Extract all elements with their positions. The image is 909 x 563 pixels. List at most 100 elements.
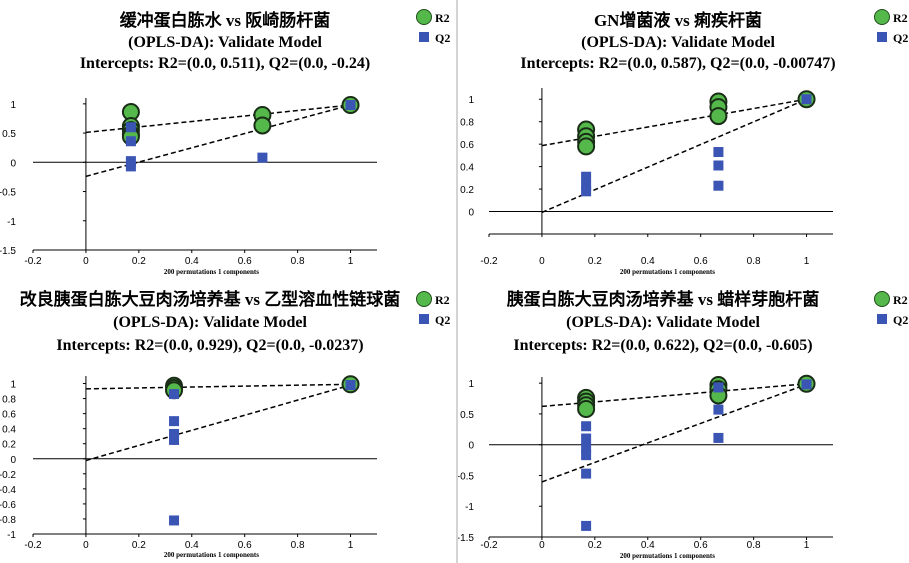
- y-tick-label: -1: [7, 530, 16, 541]
- q2-point: [713, 432, 724, 443]
- q2-point: [125, 122, 136, 133]
- x-tick-label: -0.2: [480, 540, 498, 551]
- legend-q2-label: Q2: [893, 313, 908, 327]
- chart-panel-2: GN增菌液 vs 痢疾杆菌 (OPLS-DA): Validate Model In…: [460, 9, 908, 276]
- q2-point: [257, 152, 268, 163]
- q2-point: [169, 434, 180, 445]
- q2-point: [581, 421, 592, 432]
- q2-point: [581, 468, 592, 479]
- x-tick-label: 0.2: [588, 540, 602, 551]
- intercepts-text: Intercepts: R2=(0.0, 0.622), Q2=(0.0, -0…: [513, 337, 812, 354]
- legend-q2-label: Q2: [435, 31, 450, 45]
- legend-q2-marker: [877, 314, 887, 324]
- q2-regression-line: [541, 383, 807, 483]
- q2-point: [169, 389, 180, 400]
- legend-r2-marker: [874, 291, 890, 307]
- y-tick-label: -0.5: [0, 188, 16, 199]
- y-tick-label: 0.2: [2, 440, 16, 451]
- panel-divider: [456, 0, 458, 563]
- y-tick-label: 1: [468, 379, 474, 390]
- q2-point: [801, 379, 812, 390]
- legend-r2-label: R2: [435, 11, 450, 25]
- x-axis-label: 200 permutations 1 components: [164, 551, 259, 559]
- q2-point: [581, 442, 592, 453]
- legend-r2-label: R2: [435, 293, 450, 307]
- x-tick-label: 0.4: [641, 256, 655, 267]
- y-tick-label: -1: [465, 502, 474, 513]
- chart-panel-3: 改良胰蛋白胨大豆肉汤培养基 vs 乙型溶血性链球菌 (OPLS-DA): Vali…: [0, 289, 450, 559]
- x-tick-label: 0.6: [238, 256, 252, 267]
- q2-point: [801, 94, 812, 105]
- x-tick-label: 1: [348, 256, 354, 267]
- chart-subtitle: (OPLS-DA): Validate Model: [113, 314, 307, 331]
- q2-point: [581, 180, 592, 191]
- y-tick-label: 1: [10, 380, 16, 391]
- intercepts-text: Intercepts: R2=(0.0, 0.929), Q2=(0.0, -0…: [56, 337, 363, 354]
- q2-point: [345, 100, 356, 111]
- chart-subtitle: (OPLS-DA): Validate Model: [581, 34, 775, 51]
- x-tick-label: -0.2: [480, 256, 498, 267]
- legend-r2-marker: [416, 291, 432, 307]
- x-tick-label: 1: [348, 540, 354, 551]
- y-tick-label: 0.5: [2, 129, 16, 140]
- intercepts-text: Intercepts: R2=(0.0, 0.511), Q2=(0.0, -0…: [80, 55, 370, 72]
- q2-point: [581, 171, 592, 182]
- legend-r2-label: R2: [893, 11, 908, 25]
- y-tick-label: -0.2: [0, 470, 16, 481]
- x-tick-label: -0.2: [24, 256, 42, 267]
- y-tick-label: 0: [10, 158, 16, 169]
- chart-title: 胰蛋白胨大豆肉汤培养基 vs 蜡样芽胞杆菌: [507, 289, 820, 309]
- chart-panel-4: 胰蛋白胨大豆肉汤培养基 vs 蜡样芽胞杆菌 (OPLS-DA): Validate…: [458, 289, 908, 560]
- legend-r2-label: R2: [893, 293, 908, 307]
- x-tick-label: 0.8: [747, 540, 761, 551]
- x-tick-label: 0.4: [185, 540, 199, 551]
- y-tick-label: 0.4: [2, 425, 16, 436]
- q2-point: [581, 433, 592, 444]
- x-tick-label: 0.4: [641, 540, 655, 551]
- x-axis-label: 200 permutations 1 components: [620, 552, 715, 560]
- y-tick-label: -0.4: [0, 485, 16, 496]
- r2-point: [577, 137, 596, 156]
- x-tick-label: 0.2: [588, 256, 602, 267]
- y-tick-label: 0.5: [460, 410, 474, 421]
- x-tick-label: 1: [804, 540, 810, 551]
- r2-regression-line: [85, 383, 351, 390]
- chart-panel-1: 缓冲蛋白胨水 vs 阪崎肠杆菌 (OPLS-DA): Validate Model…: [0, 9, 450, 276]
- q2-regression-line: [85, 384, 351, 462]
- q2-point: [581, 520, 592, 531]
- x-axis-label: 200 permutations 1 components: [620, 268, 715, 276]
- x-tick-label: 0.8: [747, 256, 761, 267]
- q2-point: [713, 147, 724, 158]
- r2-point: [577, 400, 596, 418]
- r2-point: [709, 107, 728, 126]
- x-tick-label: 0.2: [132, 256, 146, 267]
- legend-q2-marker: [877, 32, 887, 42]
- q2-point: [713, 404, 724, 415]
- x-tick-label: 0.6: [694, 256, 708, 267]
- y-tick-label: 1: [468, 95, 474, 106]
- y-tick-label: -1.5: [458, 533, 474, 544]
- y-tick-label: 0.8: [2, 395, 16, 406]
- q2-point: [345, 380, 356, 391]
- x-tick-label: 0.8: [291, 256, 305, 267]
- chart-subtitle: (OPLS-DA): Validate Model: [128, 34, 322, 51]
- legend-q2-marker: [419, 314, 429, 324]
- r2-point: [253, 116, 272, 135]
- q2-point: [169, 428, 180, 439]
- legend-q2-label: Q2: [893, 31, 908, 45]
- q2-point: [169, 416, 180, 427]
- legend-r2-marker: [416, 9, 432, 25]
- x-tick-label: 0: [539, 540, 545, 551]
- x-axis-label: 200 permutations 1 components: [164, 268, 259, 276]
- chart-title: 改良胰蛋白胨大豆肉汤培养基 vs 乙型溶血性链球菌: [20, 289, 401, 309]
- y-tick-label: 0: [468, 208, 474, 219]
- y-tick-label: 0: [10, 455, 16, 466]
- x-tick-label: 0: [83, 256, 89, 267]
- y-tick-label: -0.5: [458, 471, 474, 482]
- x-tick-label: 0: [539, 256, 545, 267]
- chart-title: 缓冲蛋白胨水 vs 阪崎肠杆菌: [120, 10, 331, 30]
- legend-q2-marker: [419, 32, 429, 42]
- q2-point: [169, 515, 180, 526]
- q2-point: [581, 450, 592, 461]
